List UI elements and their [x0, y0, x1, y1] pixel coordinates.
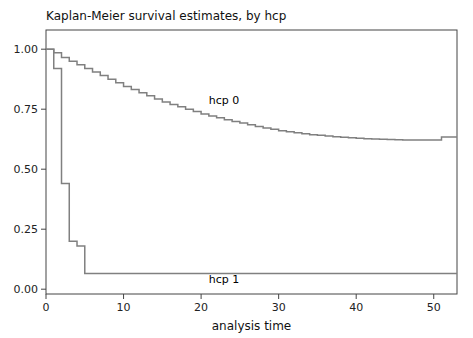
y-tick-label: 0.25 — [14, 223, 39, 236]
title: Kaplan-Meier survival estimates, by hcp — [46, 9, 286, 23]
y-tick — [41, 229, 46, 230]
y-tick — [41, 289, 46, 290]
x-tick — [201, 294, 202, 299]
y-tick — [41, 109, 46, 110]
x-tick — [278, 294, 279, 299]
y-tick — [41, 49, 46, 50]
x-tick-label: 30 — [272, 301, 286, 314]
plot-frame — [46, 30, 457, 294]
chart-svg: 0 10 20 30 40 50 0.00 0.25 0.50 0.75 1.00 hcp 0 hcp … — [0, 0, 473, 338]
y-tick-label: 0.50 — [14, 163, 39, 176]
x-tick-label: 50 — [427, 301, 441, 314]
survival-line — [46, 49, 457, 273]
x-tick-label: 20 — [194, 301, 208, 314]
chart-container: 0 10 20 30 40 50 0.00 0.25 0.50 0.75 1.00 hcp 0 hcp … — [0, 0, 473, 338]
x-axis-label: analysis time — [212, 319, 292, 333]
x-tick-label: 0 — [43, 301, 50, 314]
x-tick — [123, 294, 124, 299]
curve-label: hcp 1 — [209, 273, 240, 286]
y-tick-label: 1.00 — [14, 43, 39, 56]
x-tick — [433, 294, 434, 299]
y-tick — [41, 169, 46, 170]
x-tick — [46, 294, 47, 299]
x-tick-label: 10 — [117, 301, 131, 314]
x-tick-label: 40 — [349, 301, 363, 314]
y-tick-label: 0.00 — [14, 283, 39, 296]
survival-line — [46, 49, 457, 140]
x-tick — [356, 294, 357, 299]
curve-label: hcp 0 — [209, 94, 240, 107]
y-tick-label: 0.75 — [14, 103, 39, 116]
plot-area — [46, 49, 457, 273]
